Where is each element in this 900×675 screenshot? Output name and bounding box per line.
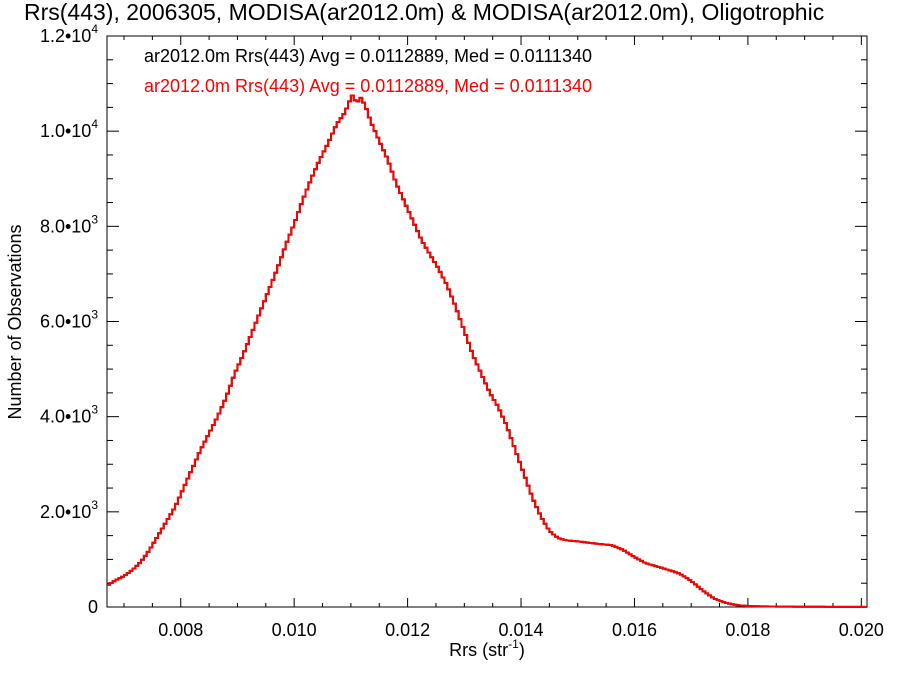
y-tick-exponent: 3	[91, 308, 98, 322]
x-axis: 0.008 0.010 0.012 0.014 0.016 0.018 0.020	[123, 36, 884, 640]
histogram-series-red	[107, 94, 867, 608]
x-tick-label: 0.016	[612, 620, 657, 640]
y-tick-label: 1.0•104	[40, 117, 98, 141]
x-axis-title-base: Rrs (str	[449, 640, 508, 660]
chart-title: Rrs(443), 2006305, MODISA(ar2012.0m) & M…	[24, 0, 824, 25]
x-tick-label: 0.014	[499, 620, 544, 640]
legend-entry-black: ar2012.0m Rrs(443) Avg = 0.0112889, Med …	[144, 46, 592, 66]
y-tick-exponent: 4	[91, 22, 98, 36]
y-tick-mantissa: 8.0•10	[40, 216, 91, 236]
histogram-series-black	[107, 94, 867, 608]
x-tick-label: 0.020	[839, 620, 884, 640]
plot-frame	[106, 35, 868, 608]
y-tick-label: 6.0•103	[40, 308, 98, 332]
y-tick-mantissa: 6.0•10	[40, 312, 91, 332]
y-tick-mantissa: 1.2•10	[40, 26, 91, 46]
y-tick-mantissa: 4.0•10	[40, 407, 91, 427]
y-tick-exponent: 3	[91, 498, 98, 512]
y-tick-label: 4.0•103	[40, 403, 98, 427]
y-tick-mantissa: 2.0•10	[40, 502, 91, 522]
y-tick-exponent: 3	[91, 403, 98, 417]
x-tick-label: 0.010	[272, 620, 317, 640]
y-tick-mantissa: 1.0•10	[40, 121, 91, 141]
x-tick-label: 0.008	[158, 620, 203, 640]
x-axis-title-close: )	[519, 640, 525, 660]
y-tick-exponent: 3	[91, 212, 98, 226]
y-tick-label: 1.2•104	[40, 22, 98, 46]
y-tick-label: 8.0•103	[40, 212, 98, 236]
y-tick-exponent: 4	[91, 117, 98, 131]
y-tick-mantissa: 0	[88, 597, 98, 617]
y-tick-label: 0	[88, 597, 98, 617]
y-tick-label: 2.0•103	[40, 498, 98, 522]
legend-entry-red: ar2012.0m Rrs(443) Avg = 0.0112889, Med …	[144, 76, 592, 96]
x-axis-title-sup: -1	[508, 637, 519, 651]
y-axis: 02.0•1034.0•1036.0•1038.0•1031.0•1041.2•…	[40, 22, 867, 617]
x-tick-label: 0.018	[725, 620, 770, 640]
x-tick-label: 0.012	[385, 620, 430, 640]
x-axis-title: Rrs (str-1)	[449, 637, 525, 660]
y-axis-title: Number of Observations	[5, 224, 25, 419]
